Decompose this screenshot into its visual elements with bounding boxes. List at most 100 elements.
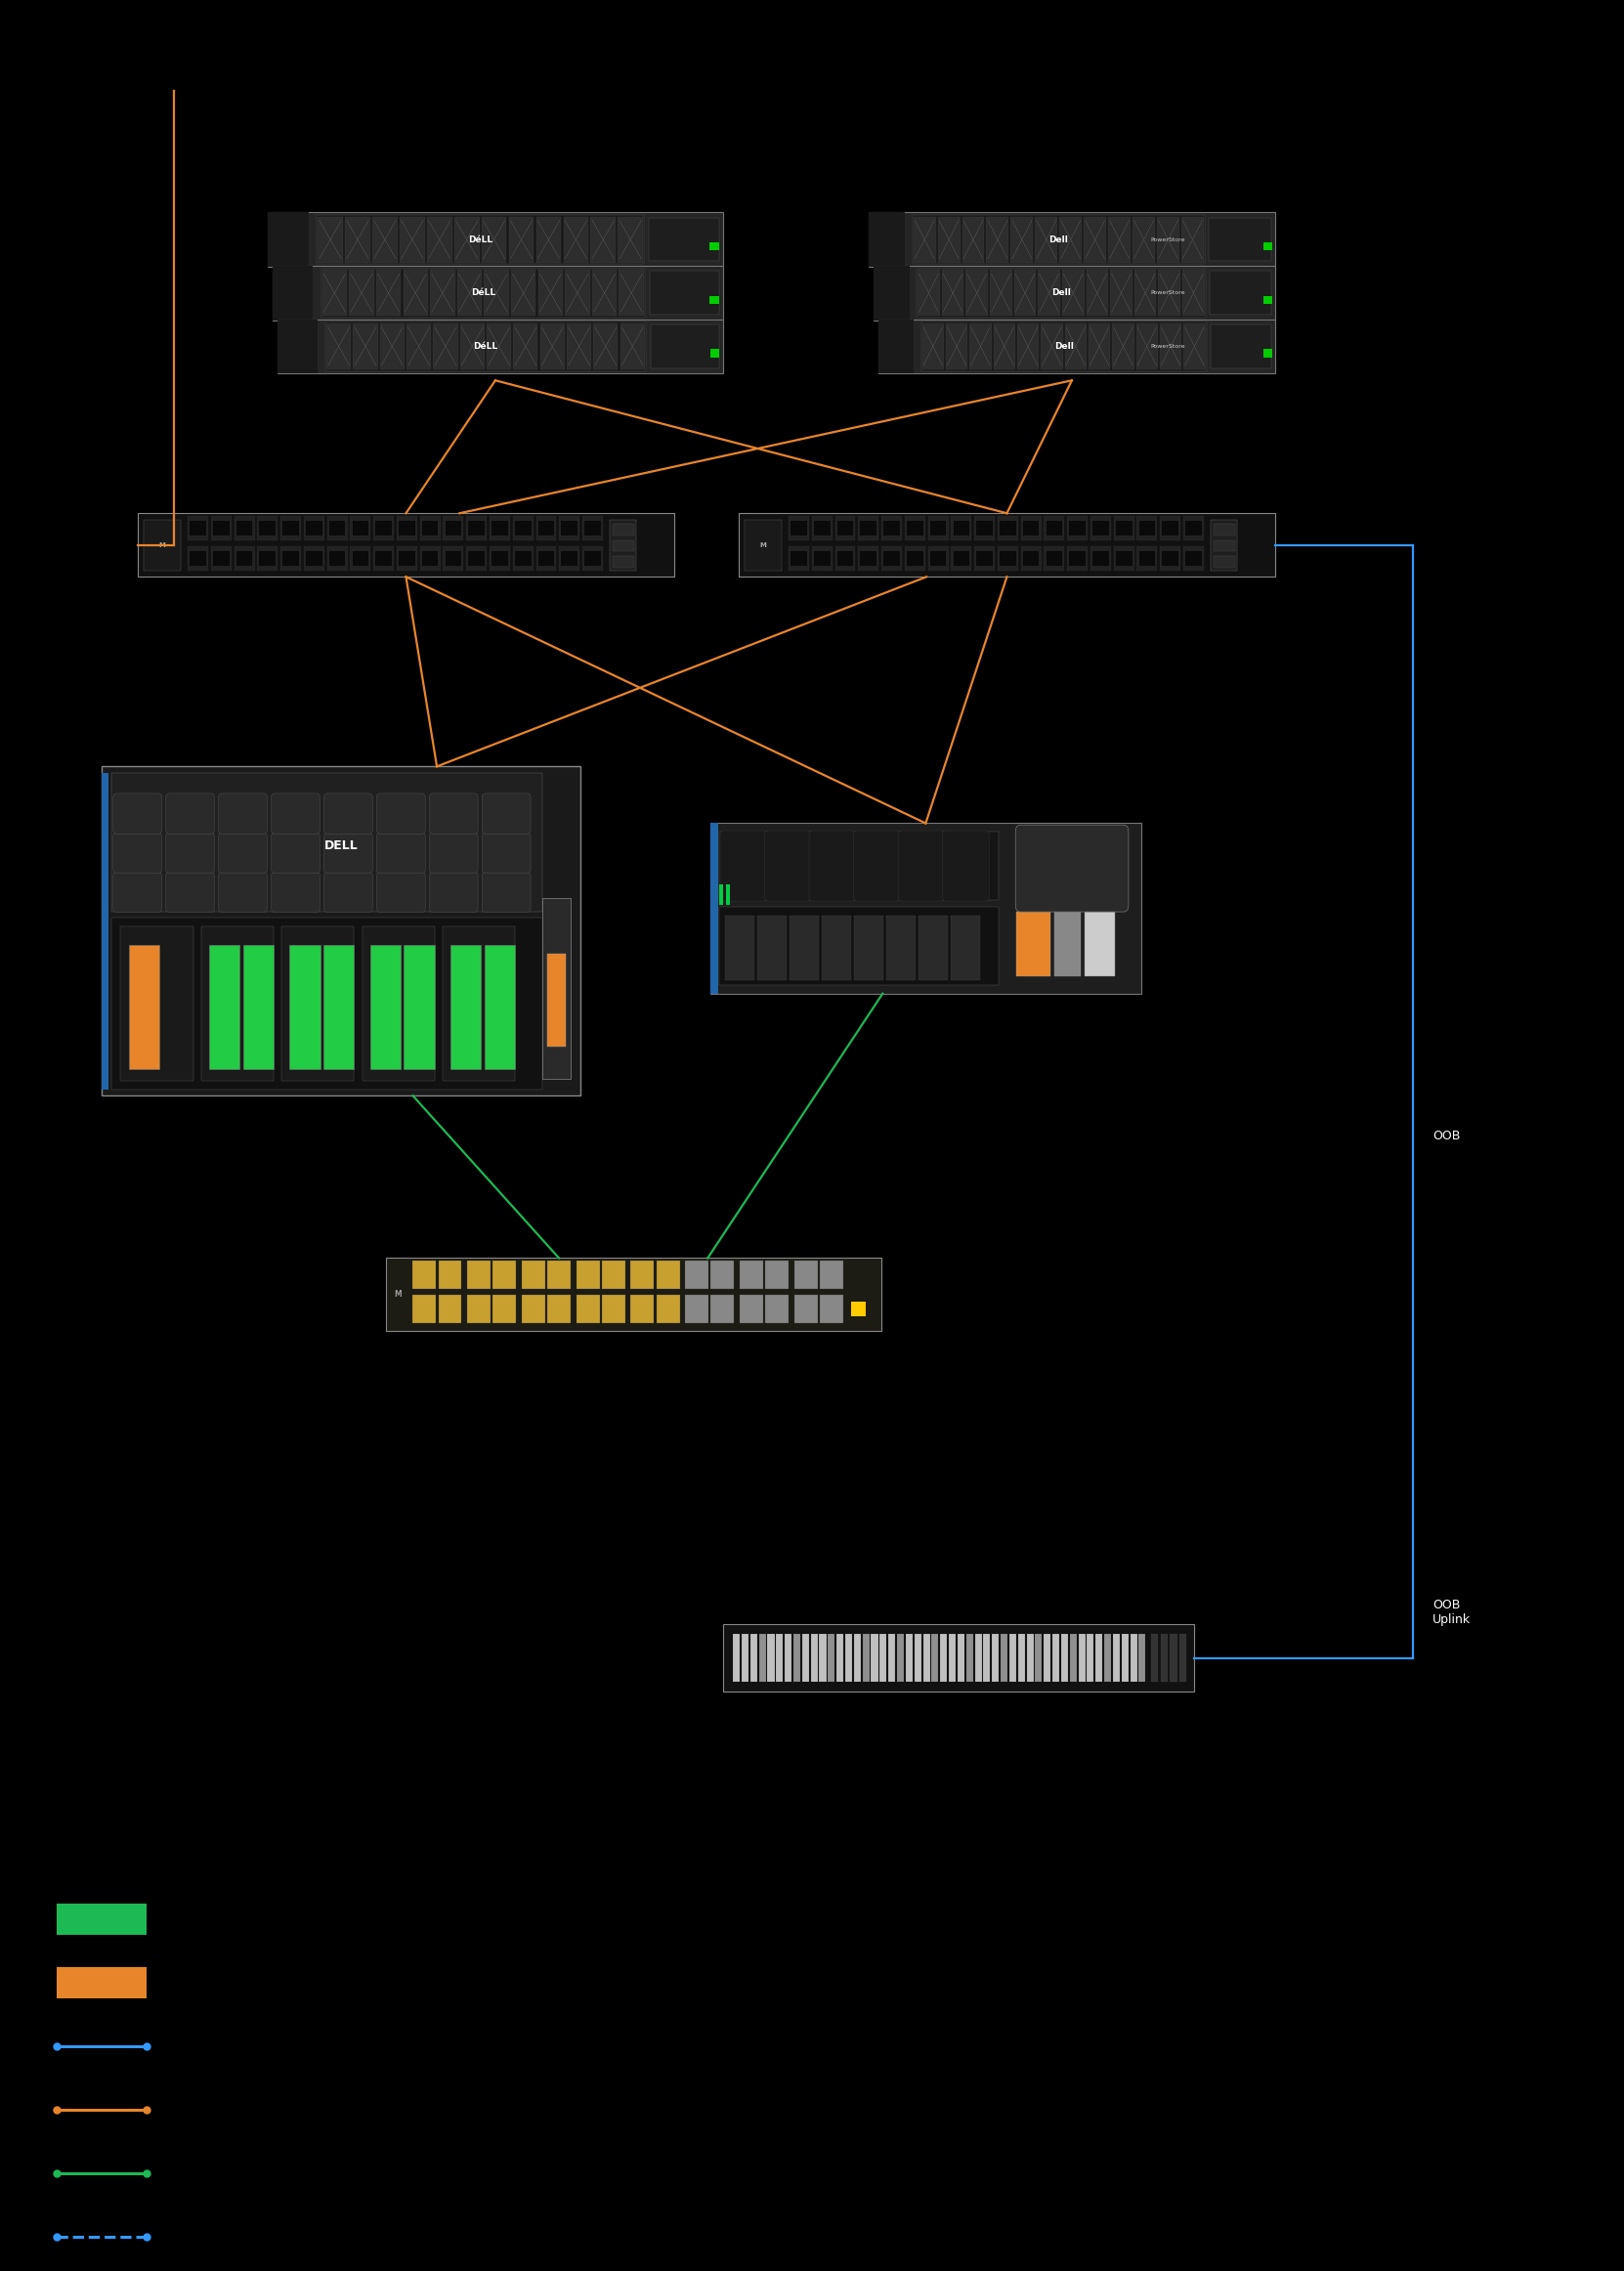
FancyBboxPatch shape <box>882 516 901 540</box>
FancyBboxPatch shape <box>620 322 645 370</box>
FancyBboxPatch shape <box>513 516 533 540</box>
FancyBboxPatch shape <box>630 1294 654 1324</box>
FancyBboxPatch shape <box>377 270 401 316</box>
Text: Dell: Dell <box>1049 236 1069 243</box>
FancyBboxPatch shape <box>1182 270 1205 316</box>
Bar <box>1060 1635 1069 1681</box>
FancyBboxPatch shape <box>257 516 278 540</box>
FancyBboxPatch shape <box>489 516 510 540</box>
Bar <box>976 552 992 565</box>
FancyBboxPatch shape <box>739 1260 763 1290</box>
FancyBboxPatch shape <box>521 1260 546 1290</box>
Bar <box>1096 1635 1103 1681</box>
Bar <box>1138 520 1155 536</box>
FancyBboxPatch shape <box>997 547 1018 570</box>
FancyBboxPatch shape <box>513 547 533 570</box>
FancyBboxPatch shape <box>438 1260 461 1290</box>
Bar <box>719 831 999 899</box>
Bar <box>538 552 554 565</box>
Bar <box>1078 1635 1085 1681</box>
FancyBboxPatch shape <box>273 266 723 320</box>
Bar <box>879 318 914 372</box>
Bar <box>750 1635 757 1681</box>
FancyBboxPatch shape <box>1015 824 1129 911</box>
Bar <box>612 540 633 552</box>
Text: M: M <box>395 1290 401 1299</box>
FancyBboxPatch shape <box>211 516 231 540</box>
FancyBboxPatch shape <box>857 547 879 570</box>
FancyBboxPatch shape <box>986 216 1009 263</box>
FancyBboxPatch shape <box>351 547 370 570</box>
Bar <box>1210 325 1272 368</box>
Bar <box>851 1301 866 1317</box>
FancyBboxPatch shape <box>430 270 455 316</box>
Bar <box>931 552 947 565</box>
FancyBboxPatch shape <box>1137 516 1158 540</box>
FancyBboxPatch shape <box>421 547 440 570</box>
Bar <box>325 322 646 370</box>
FancyBboxPatch shape <box>1160 516 1181 540</box>
FancyBboxPatch shape <box>591 216 615 263</box>
FancyBboxPatch shape <box>211 547 231 570</box>
FancyBboxPatch shape <box>1114 516 1134 540</box>
FancyBboxPatch shape <box>583 516 603 540</box>
FancyBboxPatch shape <box>1059 216 1082 263</box>
FancyBboxPatch shape <box>304 516 325 540</box>
Text: OOB
Uplink: OOB Uplink <box>1432 1599 1471 1626</box>
Bar <box>375 520 391 536</box>
FancyBboxPatch shape <box>484 270 508 316</box>
Bar <box>1000 552 1017 565</box>
Text: DéLL: DéLL <box>468 236 492 243</box>
Bar <box>789 915 818 981</box>
Bar <box>710 243 719 250</box>
FancyBboxPatch shape <box>1086 270 1108 316</box>
Bar <box>1009 1635 1017 1681</box>
Bar <box>794 1635 801 1681</box>
FancyBboxPatch shape <box>994 322 1015 370</box>
FancyBboxPatch shape <box>512 270 536 316</box>
FancyBboxPatch shape <box>1184 547 1203 570</box>
Bar <box>1093 552 1109 565</box>
FancyBboxPatch shape <box>1083 216 1106 263</box>
FancyBboxPatch shape <box>711 1294 734 1324</box>
Bar <box>719 886 723 904</box>
FancyBboxPatch shape <box>481 216 507 263</box>
FancyBboxPatch shape <box>1041 322 1062 370</box>
Bar <box>1023 520 1039 536</box>
Bar <box>443 927 515 1081</box>
Bar <box>1151 1635 1158 1681</box>
FancyBboxPatch shape <box>234 516 255 540</box>
Bar <box>710 295 719 304</box>
FancyBboxPatch shape <box>593 270 617 316</box>
Bar <box>921 322 1207 370</box>
FancyBboxPatch shape <box>564 216 588 263</box>
Bar <box>1208 218 1272 261</box>
Bar <box>1034 1635 1043 1681</box>
Bar <box>1104 1635 1111 1681</box>
Bar <box>422 520 438 536</box>
FancyBboxPatch shape <box>547 1260 570 1290</box>
Bar <box>585 520 601 536</box>
FancyBboxPatch shape <box>412 1260 437 1290</box>
Bar <box>1210 270 1272 316</box>
Bar <box>710 824 718 995</box>
FancyBboxPatch shape <box>952 516 971 540</box>
FancyBboxPatch shape <box>874 266 1275 320</box>
FancyBboxPatch shape <box>403 270 427 316</box>
Bar <box>651 325 719 368</box>
Bar <box>612 525 633 536</box>
FancyBboxPatch shape <box>1158 270 1181 316</box>
Bar <box>289 945 320 1070</box>
FancyBboxPatch shape <box>685 1260 708 1290</box>
FancyBboxPatch shape <box>427 216 451 263</box>
FancyBboxPatch shape <box>942 831 989 902</box>
Text: Dell: Dell <box>1051 288 1070 298</box>
FancyBboxPatch shape <box>1114 547 1134 570</box>
FancyBboxPatch shape <box>685 1294 708 1324</box>
Bar <box>814 520 830 536</box>
FancyBboxPatch shape <box>538 270 564 316</box>
Bar <box>404 945 435 1070</box>
FancyBboxPatch shape <box>927 547 948 570</box>
Bar <box>400 552 416 565</box>
FancyBboxPatch shape <box>322 270 348 316</box>
